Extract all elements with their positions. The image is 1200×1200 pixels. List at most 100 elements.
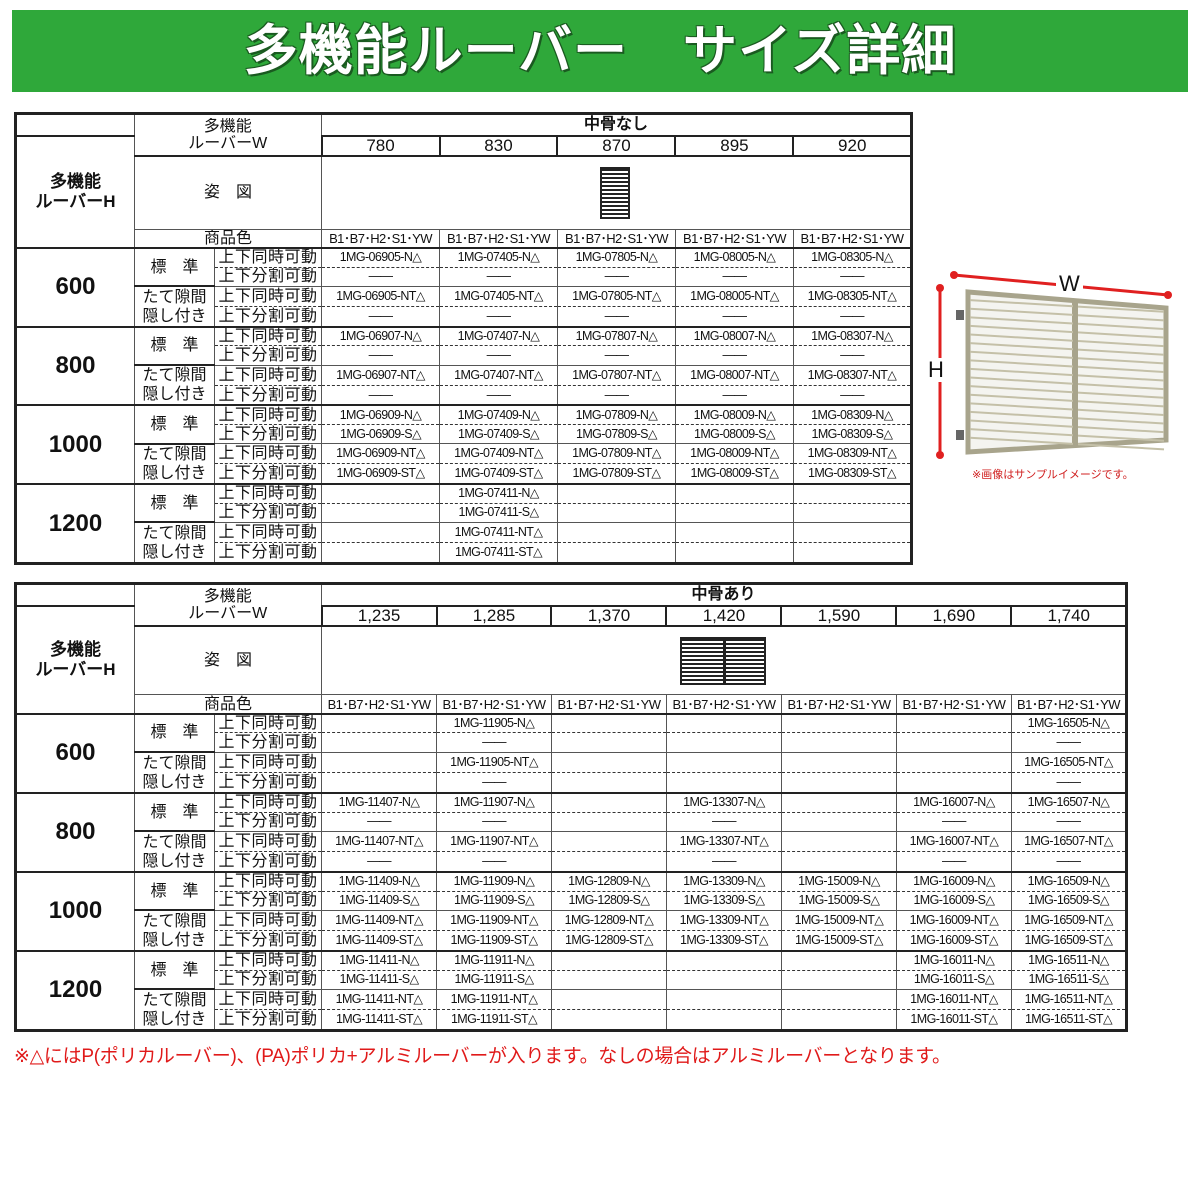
- product-code-cell: 1MG-08009-S△: [674, 424, 794, 445]
- move-type: 上下同時可動: [213, 404, 323, 426]
- product-code-cell: [550, 949, 667, 971]
- louver-slat: [1077, 443, 1165, 451]
- type-hidden-gap-line2: 隠し付き: [142, 931, 207, 949]
- product-code-cell: 1MG-06909-NT△: [321, 443, 440, 465]
- product-code-cell: 1MG-16011-S△: [895, 969, 1012, 990]
- louver-slat: [969, 419, 1074, 428]
- product-code-cell: 1MG-11911-ST△: [436, 1009, 552, 1031]
- product-code-cell: [550, 969, 667, 990]
- product-code-cell: 1MG-12809-ST△: [550, 930, 667, 952]
- product-code-cell: ——: [792, 266, 913, 287]
- product-code-cell: ——: [321, 266, 440, 287]
- footnote: ※△にはP(ポリカルーバー)、(PA)ポリカ+アルミルーバーが入ります。なしの場…: [14, 1046, 951, 1067]
- height-value: 1000: [15, 870, 135, 952]
- product-code-cell: 1MG-11909-NT△: [436, 909, 552, 932]
- product-code-cell: 1MG-16507-N△: [1010, 791, 1128, 813]
- product-code-cell: 1MG-16011-NT△: [895, 988, 1012, 1011]
- move-type: 上下分割可動: [213, 502, 323, 523]
- move-type: 上下分割可動: [213, 1009, 323, 1031]
- louver-slat: [969, 350, 1074, 359]
- product-color-value: B1･B7･H2･S1･YW: [674, 229, 794, 249]
- product-code-cell: ——: [895, 811, 1012, 832]
- width-header-line2: ルーバーW: [188, 134, 268, 152]
- product-code-cell: ——: [1010, 811, 1128, 832]
- product-code-cell: 1MG-06909-ST△: [321, 463, 440, 485]
- product-code-cell: [895, 771, 1012, 794]
- product-code-cell: 1MG-13309-NT△: [665, 909, 782, 932]
- product-code-cell: 1MG-08307-N△: [792, 325, 913, 347]
- product-code-cell: 1MG-11909-ST△: [436, 930, 552, 952]
- width-value: 1,590: [780, 604, 897, 627]
- product-code-cell: 1MG-16511-N△: [1010, 949, 1128, 971]
- width-value: 1,690: [895, 604, 1012, 627]
- product-code-cell: 1MG-16009-S△: [895, 890, 1012, 911]
- louver-slat: [1077, 391, 1165, 399]
- product-code-cell: [780, 791, 897, 813]
- type-hidden-gap-line2: 隠し付き: [142, 543, 207, 561]
- product-code-cell: 1MG-06907-N△: [321, 325, 440, 347]
- figure-cell: [321, 154, 912, 230]
- table-row: 上下分割可動 —— —— —— —— ——: [16, 384, 913, 406]
- type-standard: 標 準: [134, 404, 215, 445]
- product-code-cell: 1MG-16511-S△: [1010, 969, 1128, 990]
- width-header-line2: ルーバーW: [188, 605, 268, 623]
- type-hidden-gap: たて隙間 隠し付き: [134, 364, 215, 406]
- move-type: 上下同時可動: [213, 909, 323, 932]
- table-row: 上下分割可動 1MG-11411-S△ 1MG-11911-S△ 1MG-16011-…: [16, 969, 1128, 990]
- louver-slat: [969, 367, 1074, 377]
- product-code-cell: 1MG-16007-NT△: [895, 830, 1012, 853]
- height-header-line1: 多機能: [50, 171, 101, 191]
- type-hidden-gap-line2: 隠し付き: [142, 307, 207, 325]
- product-code-cell: [550, 811, 667, 832]
- product-code-cell: ——: [436, 851, 552, 873]
- figure-cell: [321, 625, 1127, 696]
- product-code-cell: 1MG-16509-ST△: [1010, 930, 1128, 952]
- move-type: 上下分割可動: [213, 542, 323, 564]
- louver-double-panel-icon: [679, 636, 766, 685]
- type-hidden-gap-line1: たて隙間: [142, 288, 207, 306]
- height-value: 1200: [15, 483, 135, 565]
- product-code-cell: [550, 830, 667, 853]
- move-type: 上下同時可動: [213, 751, 323, 774]
- product-code-cell: 1MG-15009-N△: [780, 870, 897, 892]
- height-header-label: 多機能 ルーバーH: [15, 134, 135, 249]
- type-standard: 標 準: [134, 712, 215, 753]
- size-table-with-mullion: 多機能 ルーバーW 中骨あり 多機能 ルーバーH 1,235 1,285 1,370 1,420…: [14, 582, 1128, 1032]
- product-code-cell: 1MG-11909-S△: [436, 890, 552, 911]
- width-value: 780: [320, 134, 440, 157]
- product-code-cell: 1MG-16507-NT△: [1010, 830, 1128, 853]
- product-code-cell: [550, 732, 667, 753]
- type-hidden-gap-line2: 隠し付き: [142, 386, 207, 404]
- product-code-cell: 1MG-16009-ST△: [895, 930, 1012, 952]
- type-hidden-gap-line2: 隠し付き: [142, 1010, 207, 1028]
- width-header-label: 多機能 ルーバーW: [133, 112, 323, 157]
- louver-slat: [969, 299, 1074, 308]
- louver-slat: [969, 316, 1074, 325]
- table-row: 1200 標 準上下同時可動 1MG-07411-N△: [15, 483, 913, 565]
- product-code-cell: 1MG-07809-N△: [556, 404, 676, 426]
- move-type: 上下分割可動: [213, 266, 323, 287]
- louver-slat: [969, 359, 1074, 368]
- product-code-cell: ——: [321, 851, 437, 873]
- product-code-cell: 1MG-08009-NT△: [674, 443, 794, 465]
- move-type: 上下同時可動: [213, 712, 323, 734]
- product-color-value: B1･B7･H2･S1･YW: [792, 229, 913, 249]
- louver-slat: [1077, 305, 1165, 313]
- product-code-cell: 1MG-16509-N△: [1010, 870, 1128, 892]
- product-code-cell: ——: [665, 811, 782, 832]
- table-row: 上下分割可動 —— —— —— —— ——: [16, 345, 913, 366]
- type-hidden-gap: たて隙間 隠し付き: [134, 909, 215, 952]
- product-color-value: B1･B7･H2･S1･YW: [665, 694, 782, 715]
- product-code-cell: [550, 712, 667, 734]
- move-type: 上下分割可動: [213, 969, 323, 990]
- product-color-value: B1･B7･H2･S1･YW: [321, 694, 437, 715]
- height-value: 1000: [15, 404, 135, 485]
- product-code-cell: 1MG-16009-N△: [895, 870, 1012, 892]
- product-code-cell: [674, 502, 794, 523]
- product-code-cell: ——: [321, 306, 440, 328]
- product-code-cell: ——: [436, 811, 552, 832]
- product-code-cell: ——: [674, 306, 794, 328]
- product-code-cell: 1MG-11411-ST△: [321, 1009, 437, 1031]
- product-code-cell: 1MG-15009-ST△: [780, 930, 897, 952]
- page-title: 多機能ルーバー サイズ詳細: [243, 21, 957, 81]
